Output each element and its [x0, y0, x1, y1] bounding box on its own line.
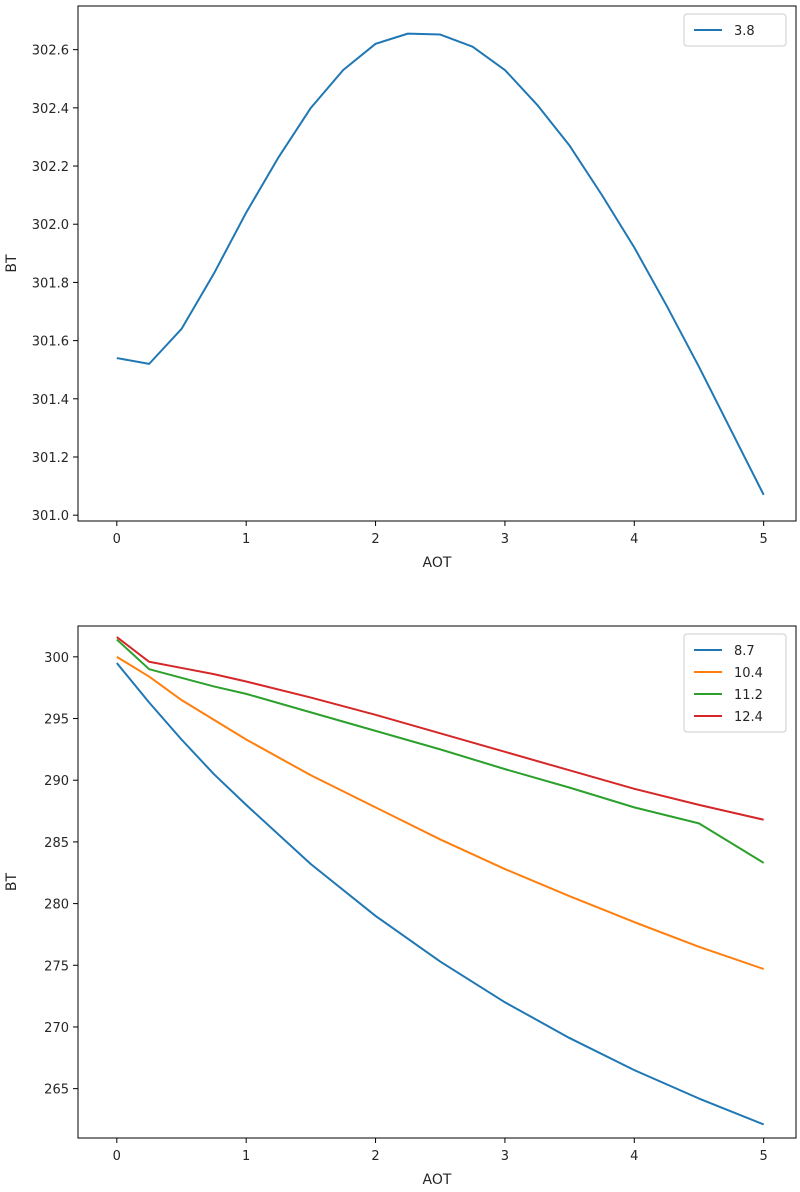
y-tick-label: 280	[44, 898, 69, 913]
x-tick-label: 5	[760, 1149, 768, 1164]
series-line-10.4	[116, 655, 764, 970]
y-axis-label: BT	[4, 872, 20, 891]
series-line-12.4	[116, 636, 764, 821]
y-tick-label: 301.2	[32, 451, 69, 466]
x-axis-label: AOT	[423, 555, 452, 571]
legend-label: 10.4	[734, 666, 763, 681]
chart-2: 0 1 2 3 4 5 265 270 275 280 285 290 295 300 AOT BT 8.7 10…	[4, 625, 797, 1188]
y-tick-label: 300	[44, 651, 69, 666]
legend-box	[683, 13, 787, 47]
y-tick-label: 270	[44, 1021, 69, 1036]
plot-area-frame	[77, 5, 797, 522]
series-line-3.8	[116, 32, 765, 496]
x-tick-label: 2	[371, 1149, 379, 1164]
x-tick-label: 4	[630, 1149, 638, 1164]
y-tick-label: 301.0	[32, 509, 69, 524]
y-tick-label: 301.8	[32, 276, 69, 291]
y-tick-label: 301.6	[32, 335, 69, 350]
y-tick-label: 285	[44, 836, 69, 851]
x-tick-label: 5	[760, 532, 768, 547]
legend-label: 11.2	[734, 688, 763, 703]
y-tick-label: 275	[44, 959, 69, 974]
y-tick-label: 302.4	[32, 102, 69, 117]
y-tick-label: 302.2	[32, 160, 69, 175]
y-tick-label: 302.0	[32, 218, 69, 233]
legend-label: 12.4	[734, 710, 763, 725]
y-tick-label: 290	[44, 774, 69, 789]
x-tick-label: 2	[371, 532, 379, 547]
x-tick-label: 0	[113, 1149, 121, 1164]
legend: 8.7 10.4 11.2 12.4	[683, 633, 787, 733]
legend: 3.8	[683, 13, 787, 47]
x-tick-label: 3	[501, 1149, 509, 1164]
x-tick-label: 0	[113, 532, 121, 547]
y-tick-label: 295	[44, 713, 69, 728]
series-line-8.7	[116, 662, 765, 1126]
x-tick-label: 4	[630, 532, 638, 547]
x-tick-label: 3	[501, 532, 509, 547]
y-tick-label: 301.4	[32, 393, 69, 408]
y-tick-label: 265	[44, 1083, 69, 1098]
legend-label: 3.8	[734, 24, 755, 39]
x-tick-label: 1	[242, 532, 250, 547]
y-tick-label: 302.6	[32, 44, 69, 59]
x-tick-label: 1	[242, 1149, 250, 1164]
legend-box	[683, 633, 787, 733]
series-line-11.2	[116, 638, 765, 864]
plot-area-frame	[77, 625, 797, 1139]
x-axis-label: AOT	[423, 1172, 452, 1188]
y-axis-label: BT	[4, 254, 20, 273]
legend-label: 8.7	[734, 644, 755, 659]
chart-1: 0 1 2 3 4 5 301.0 301.2 301.4 301.6 301.8 302.0 302.…	[4, 5, 797, 571]
